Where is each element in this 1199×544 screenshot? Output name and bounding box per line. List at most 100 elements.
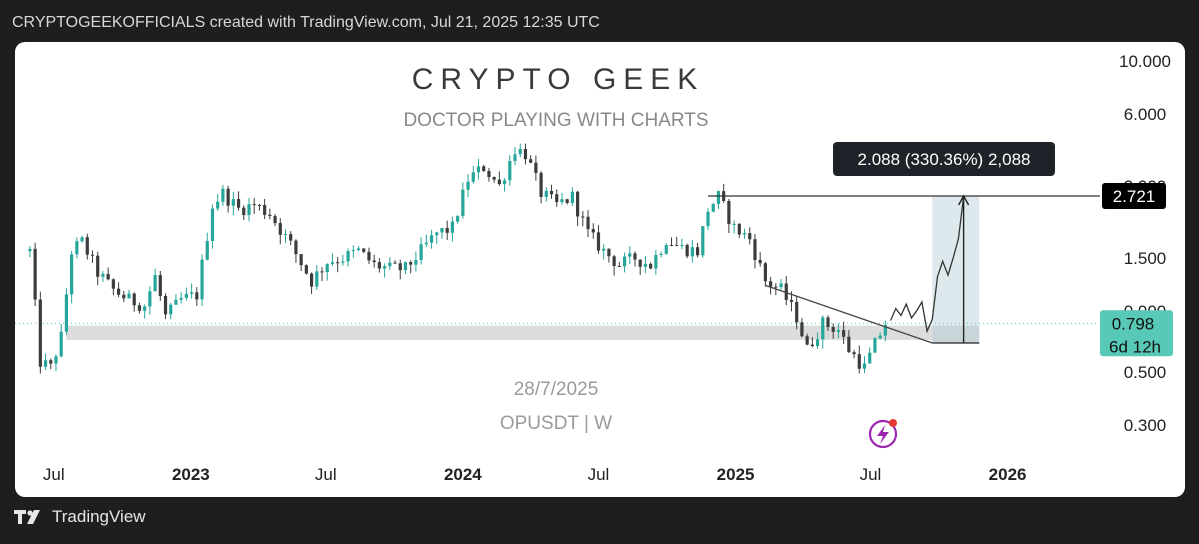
candle xyxy=(748,227,752,245)
candle xyxy=(414,251,418,272)
y-tick-label: 10.000 xyxy=(1119,52,1171,71)
candle xyxy=(633,251,637,267)
candle xyxy=(742,228,747,239)
candle xyxy=(628,246,632,265)
x-tick-label: 2025 xyxy=(717,465,755,484)
candle xyxy=(555,189,559,207)
candle xyxy=(184,287,188,301)
candle xyxy=(33,242,37,307)
candle xyxy=(821,315,825,349)
footer-brand: TradingView xyxy=(14,507,146,527)
candle xyxy=(732,220,736,234)
candle xyxy=(836,323,841,339)
candle xyxy=(664,243,668,255)
candle xyxy=(471,165,475,184)
candle xyxy=(429,229,434,249)
candle xyxy=(85,233,89,260)
y-tick-label: 0.500 xyxy=(1124,363,1167,382)
last-price-label: 0.798 xyxy=(1112,314,1155,333)
candle xyxy=(127,289,131,299)
candle xyxy=(49,358,53,370)
candle xyxy=(190,283,194,299)
candle xyxy=(513,146,517,166)
candle xyxy=(461,182,465,219)
candle xyxy=(659,251,663,258)
candle xyxy=(320,267,324,282)
candle xyxy=(210,204,215,249)
tradingview-logo-icon xyxy=(14,510,40,524)
candle xyxy=(581,211,585,227)
candle xyxy=(873,336,877,353)
candle xyxy=(304,264,308,275)
candle xyxy=(737,223,741,238)
candle xyxy=(403,261,408,275)
candle xyxy=(549,184,554,199)
candle xyxy=(492,176,496,183)
descending-trendline xyxy=(765,284,933,344)
candle xyxy=(325,263,329,281)
candle xyxy=(70,250,74,304)
target-price-badge: 2.721 xyxy=(1102,182,1166,209)
candle xyxy=(617,261,621,268)
candle xyxy=(596,225,601,254)
candle xyxy=(711,203,715,213)
candle xyxy=(174,294,178,305)
candle xyxy=(805,333,809,346)
candle xyxy=(28,246,32,258)
candle xyxy=(143,304,147,319)
candle xyxy=(75,237,79,259)
watermark-date: 28/7/2025 xyxy=(514,379,599,400)
candle xyxy=(216,193,220,211)
candle xyxy=(831,323,835,339)
candle xyxy=(576,190,580,227)
candle xyxy=(716,190,721,209)
target-box-base xyxy=(932,325,980,343)
candle xyxy=(372,254,376,268)
candle xyxy=(722,183,726,203)
candle xyxy=(195,287,199,306)
candle xyxy=(377,258,381,273)
watermark-title: CRYPTO GEEK xyxy=(412,63,705,96)
candle xyxy=(424,234,428,248)
candle xyxy=(753,234,757,269)
candle xyxy=(769,276,773,295)
candle xyxy=(158,270,162,301)
candle xyxy=(341,254,345,266)
candle xyxy=(226,185,230,213)
candle xyxy=(90,250,95,263)
x-tick-label: 2026 xyxy=(989,465,1027,484)
candle xyxy=(565,198,569,205)
candle xyxy=(685,243,689,259)
candle xyxy=(847,330,851,354)
candle xyxy=(826,315,830,332)
candle xyxy=(800,318,804,338)
measure-label-badge: 2.088 (330.36%) 2,088 xyxy=(833,142,1055,176)
watermark-symbol: OPUSDT | W xyxy=(500,413,612,434)
candle xyxy=(122,291,126,303)
candle xyxy=(330,253,335,267)
candle xyxy=(419,237,423,265)
chart-panel: CRYPTO GEEK DOCTOR PLAYING WITH CHARTS 28/… xyxy=(15,42,1185,497)
candle xyxy=(163,293,168,320)
candle xyxy=(758,252,762,267)
x-tick-label: Jul xyxy=(860,465,882,484)
candle xyxy=(273,213,277,227)
candle xyxy=(518,143,522,158)
candle xyxy=(346,248,350,267)
candle xyxy=(299,254,303,272)
y-tick-label: 0.300 xyxy=(1124,416,1167,435)
candle xyxy=(466,174,470,198)
measure-arrow xyxy=(958,194,970,206)
candle xyxy=(200,254,204,307)
candle xyxy=(289,231,293,246)
candle xyxy=(649,262,653,270)
candle xyxy=(221,184,225,206)
candle xyxy=(607,248,611,263)
candle xyxy=(591,223,595,239)
candle xyxy=(205,232,209,261)
candle xyxy=(132,292,136,312)
candle xyxy=(534,155,538,181)
price-chart[interactable]: CRYPTO GEEK DOCTOR PLAYING WITH CHARTS 28/… xyxy=(15,42,1185,497)
candle xyxy=(153,268,157,292)
candle xyxy=(367,247,371,264)
